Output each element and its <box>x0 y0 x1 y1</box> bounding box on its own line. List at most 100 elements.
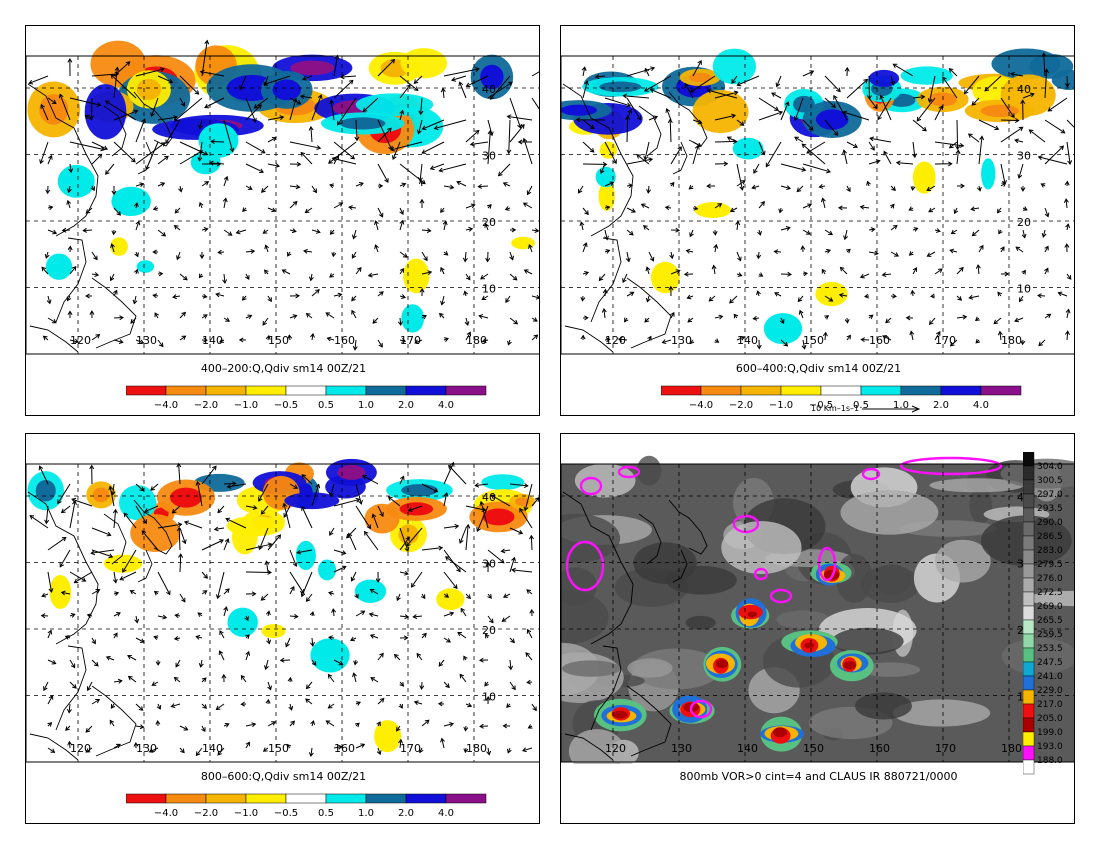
q-vector-head <box>693 205 699 211</box>
q-vector-head <box>689 232 694 238</box>
q-vector-head <box>396 726 401 732</box>
q-vector <box>135 703 144 711</box>
q-vector <box>355 182 364 187</box>
q-vector <box>846 141 858 148</box>
q-vector-head <box>241 295 247 301</box>
q-vector-head <box>478 657 484 663</box>
q-vector <box>223 198 227 209</box>
q-vector <box>333 498 360 507</box>
q-vector <box>201 40 208 77</box>
q-vector <box>135 221 140 231</box>
q-vector-head <box>879 94 885 100</box>
q-vector <box>883 151 892 165</box>
q-vector-head <box>355 722 360 728</box>
q-vector-head <box>706 88 712 94</box>
q-vector <box>297 549 313 554</box>
ir-colorbar-swatch <box>1023 647 1035 663</box>
q-vector-head <box>448 464 453 470</box>
qdiv-region <box>226 515 284 537</box>
q-vector <box>977 264 980 275</box>
q-vector-head <box>292 314 298 319</box>
q-vector <box>687 295 694 299</box>
lon-tick-label: 150 <box>268 334 289 347</box>
q-vector-head <box>282 502 288 508</box>
q-vector-head <box>351 234 357 240</box>
q-vector-head <box>838 292 844 298</box>
q-vector-head <box>756 254 762 260</box>
q-vector <box>394 654 401 661</box>
q-vector-head <box>765 162 771 168</box>
q-vector-head <box>997 330 1003 336</box>
q-vector-head <box>301 505 306 511</box>
q-vector <box>69 681 77 689</box>
lat-tick-label: 20 <box>482 624 496 637</box>
q-vector-head <box>265 334 271 340</box>
q-vector-head <box>407 507 413 513</box>
qdiv-region <box>400 48 448 79</box>
ir-colorbar-swatch <box>1023 521 1035 537</box>
q-vector-head <box>379 652 384 658</box>
qdiv-core <box>398 524 419 545</box>
q-vector <box>196 481 203 507</box>
q-vector-head <box>463 726 469 732</box>
ir-colorbar-label: 205.0 <box>1037 714 1063 724</box>
ir-convection <box>612 710 628 719</box>
q-vector <box>736 336 745 341</box>
q-vector <box>29 515 49 529</box>
q-vector-head <box>215 292 221 298</box>
q-vector-head <box>412 614 418 620</box>
q-vector <box>258 483 269 502</box>
q-vector-head <box>351 253 357 259</box>
q-vector <box>1066 119 1074 128</box>
q-vector-head <box>194 90 200 95</box>
q-vector <box>480 273 489 280</box>
colorbar-label: 1.0 <box>893 400 909 411</box>
coastline <box>626 277 672 349</box>
q-vector-head <box>805 230 811 235</box>
q-vector <box>157 339 164 347</box>
q-vector-head <box>117 678 123 684</box>
q-vector-head <box>310 332 315 338</box>
colorbar-label: 2.0 <box>933 400 949 411</box>
qdiv-region <box>49 574 72 609</box>
q-vector-head <box>141 530 147 536</box>
q-vector <box>289 141 321 149</box>
q-vector-head <box>1064 180 1070 186</box>
q-vector <box>1044 246 1049 253</box>
q-vector-head <box>507 340 512 346</box>
qdiv-core <box>339 117 386 130</box>
q-vector <box>776 75 782 87</box>
q-vector-head <box>801 344 807 350</box>
q-vector <box>731 75 738 84</box>
q-vector-head <box>645 297 651 303</box>
q-vector <box>833 95 848 121</box>
q-vector <box>421 229 431 232</box>
q-vector <box>480 501 489 529</box>
q-vector-head <box>153 635 159 641</box>
lon-tick-label: 140 <box>737 334 758 347</box>
q-vector <box>765 141 782 167</box>
q-vector-head <box>870 227 876 233</box>
q-vector-head <box>485 257 491 263</box>
colorbar-swatch <box>205 793 247 804</box>
q-vector-head <box>61 536 67 542</box>
ir-colorbar-swatch <box>1023 731 1035 747</box>
q-vector-head <box>260 149 266 154</box>
qdiv-region <box>111 186 151 217</box>
q-vector <box>399 75 419 91</box>
q-vector-head <box>1064 243 1070 248</box>
q-vector-head <box>331 608 337 613</box>
coastline <box>133 499 173 555</box>
q-vector <box>578 185 584 194</box>
q-vector <box>196 747 203 756</box>
coastline <box>27 83 99 237</box>
q-vector-head <box>506 114 512 120</box>
q-vector <box>111 243 115 253</box>
q-vector <box>333 659 343 665</box>
q-vector-head <box>631 208 636 213</box>
q-vector-head <box>199 254 205 260</box>
q-vector <box>327 337 335 341</box>
q-vector-head <box>1063 198 1069 203</box>
q-vector-head <box>114 66 120 72</box>
q-vector-head <box>90 550 96 556</box>
